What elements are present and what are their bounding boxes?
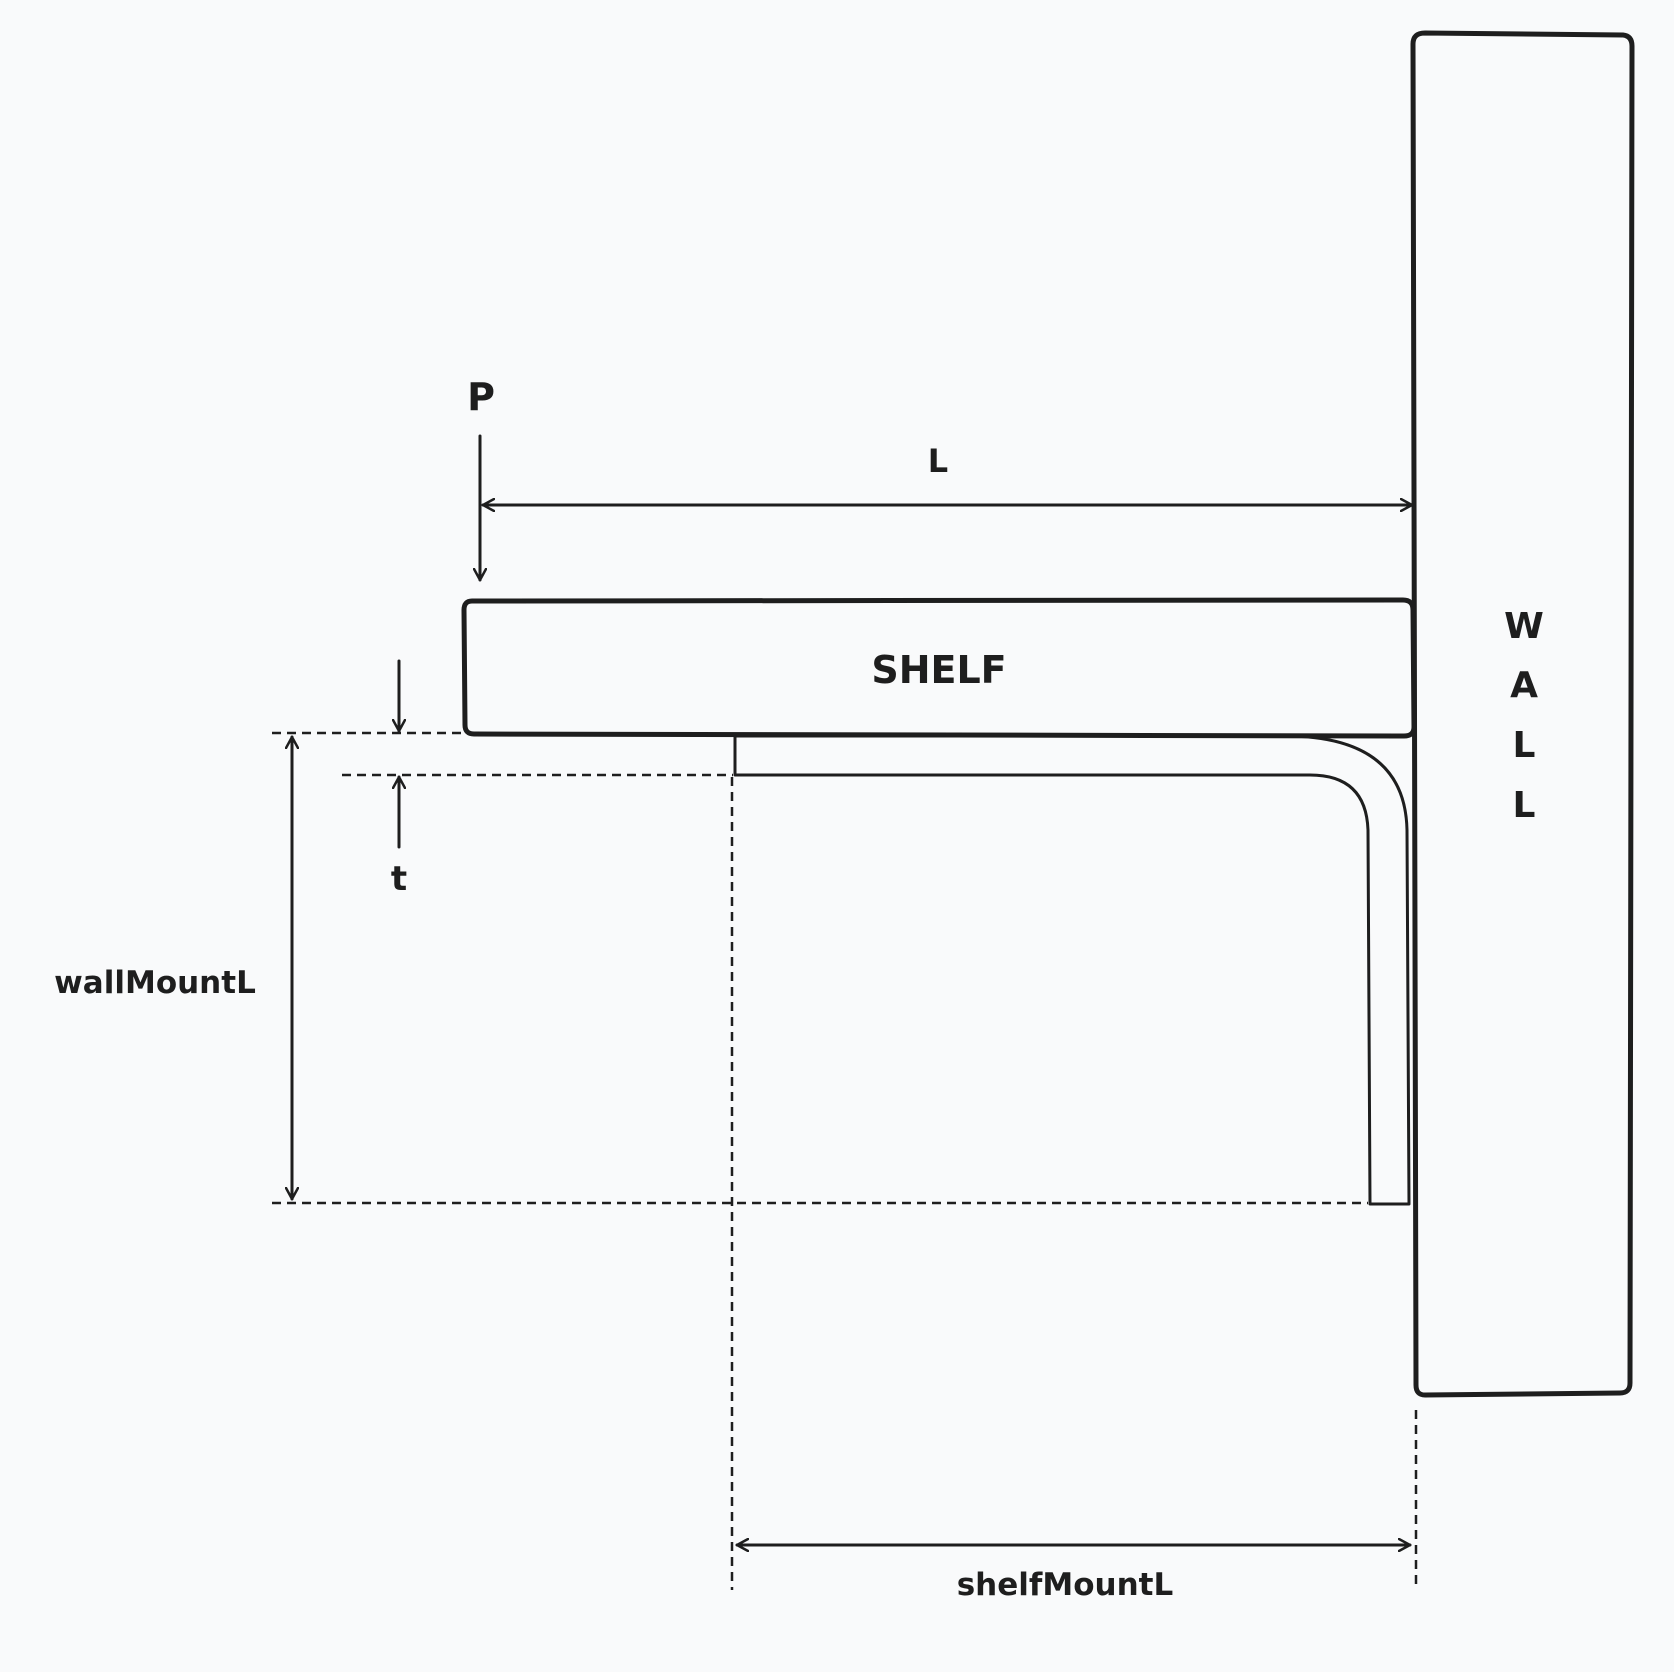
wall-letter: L (1513, 785, 1536, 826)
wall-letter: A (1510, 665, 1538, 706)
wall-block (1410, 30, 1635, 1398)
shelf-label: SHELF (871, 648, 1006, 692)
wall-letter: W (1504, 606, 1544, 647)
shelf-mount-length-label: shelfMountL (957, 1567, 1174, 1603)
wall-mount-length-label: wallMountL (54, 965, 256, 1001)
length-label: L (928, 442, 948, 480)
load-label: P (467, 375, 495, 419)
l-bracket (733, 734, 1411, 1206)
thickness-label: t (391, 859, 407, 899)
wall-letter: L (1513, 725, 1536, 766)
shelf-block (461, 597, 1417, 739)
